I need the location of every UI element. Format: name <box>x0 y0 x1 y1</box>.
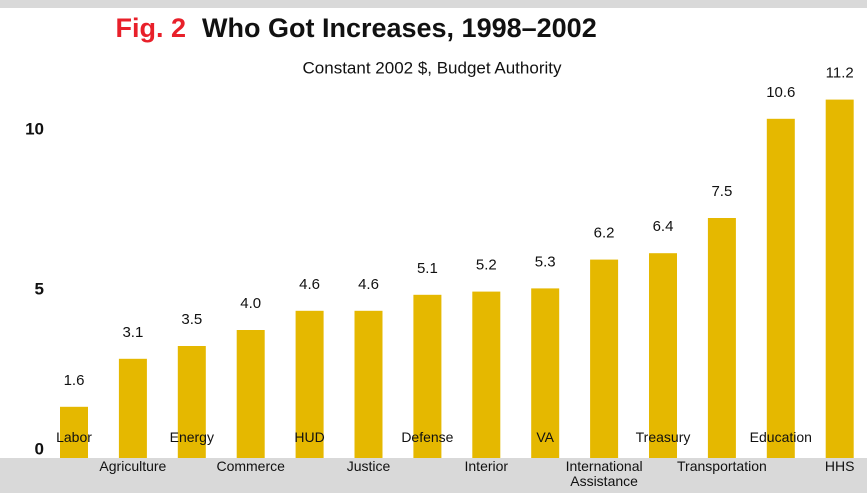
value-label: 5.3 <box>535 253 556 270</box>
value-label: 4.0 <box>240 295 261 312</box>
value-label: 3.1 <box>122 324 143 341</box>
x-tick-label: Defense <box>401 430 454 445</box>
bar <box>354 310 383 458</box>
x-tick-label-box: International Assistance <box>565 459 643 489</box>
y-tick-label: 10 <box>25 119 44 138</box>
x-tick-label-box: Interior <box>464 459 509 474</box>
bar <box>295 310 324 458</box>
value-label: 4.6 <box>358 276 379 293</box>
x-tick-label-box: Justice <box>346 459 391 474</box>
value-label: 6.4 <box>653 218 674 235</box>
x-tick-label: HUD <box>294 430 325 445</box>
value-label: 1.6 <box>64 372 85 389</box>
x-tick-label: Agriculture <box>99 459 167 474</box>
x-tick-label-box: HHS <box>824 459 855 474</box>
value-label: 10.6 <box>766 84 795 101</box>
chart-subtitle: Constant 2002 $, Budget Authority <box>303 58 562 77</box>
x-tick-label-box: Energy <box>169 430 214 445</box>
value-label: 5.2 <box>476 257 497 274</box>
x-tick-label-box: Defense <box>401 430 454 445</box>
bar <box>649 253 677 458</box>
x-tick-label: Labor <box>56 430 92 445</box>
x-tick-label-box: Labor <box>56 430 92 445</box>
bar <box>531 288 560 458</box>
x-tick-label: International Assistance <box>565 459 643 489</box>
x-tick-label-box: Treasury <box>635 430 691 445</box>
x-tick-label: Justice <box>346 459 391 474</box>
x-tick-label-box: Transportation <box>677 459 767 474</box>
bar <box>236 330 265 458</box>
x-tick-label-box: HUD <box>294 430 325 445</box>
x-tick-label: Commerce <box>216 459 285 474</box>
x-tick-label: Education <box>749 430 812 445</box>
bar <box>590 259 619 458</box>
y-tick-label: 0 <box>35 439 44 458</box>
bar <box>60 406 88 458</box>
x-tick-label-box: Commerce <box>216 459 285 474</box>
figure-number: Fig. 2 <box>115 13 186 43</box>
value-label: 4.6 <box>299 276 320 293</box>
x-tick-label-box: VA <box>536 430 554 445</box>
bar <box>118 358 147 458</box>
x-tick-label-box: Education <box>749 430 812 445</box>
bar <box>766 118 795 459</box>
bottom-band <box>0 458 867 493</box>
top-band <box>0 0 867 8</box>
value-label: 6.2 <box>594 225 615 242</box>
bar <box>413 294 442 458</box>
value-label: 5.1 <box>417 260 438 277</box>
bar <box>825 99 854 458</box>
x-tick-label: VA <box>536 430 554 445</box>
x-tick-label: Treasury <box>635 430 691 445</box>
x-tick-label: Energy <box>169 430 214 445</box>
bar <box>177 346 206 458</box>
value-label: 11.2 <box>826 65 854 82</box>
value-label: 7.5 <box>711 183 732 200</box>
bar <box>707 218 736 458</box>
y-tick-label: 5 <box>35 279 44 298</box>
x-tick-label-box: Agriculture <box>99 459 167 474</box>
x-tick-label: Transportation <box>677 459 767 474</box>
x-tick-label: Interior <box>464 459 509 474</box>
chart-title: Who Got Increases, 1998–2002 <box>202 13 597 43</box>
value-label: 3.5 <box>181 311 202 328</box>
x-tick-label: HHS <box>824 459 855 474</box>
bar <box>472 291 501 458</box>
